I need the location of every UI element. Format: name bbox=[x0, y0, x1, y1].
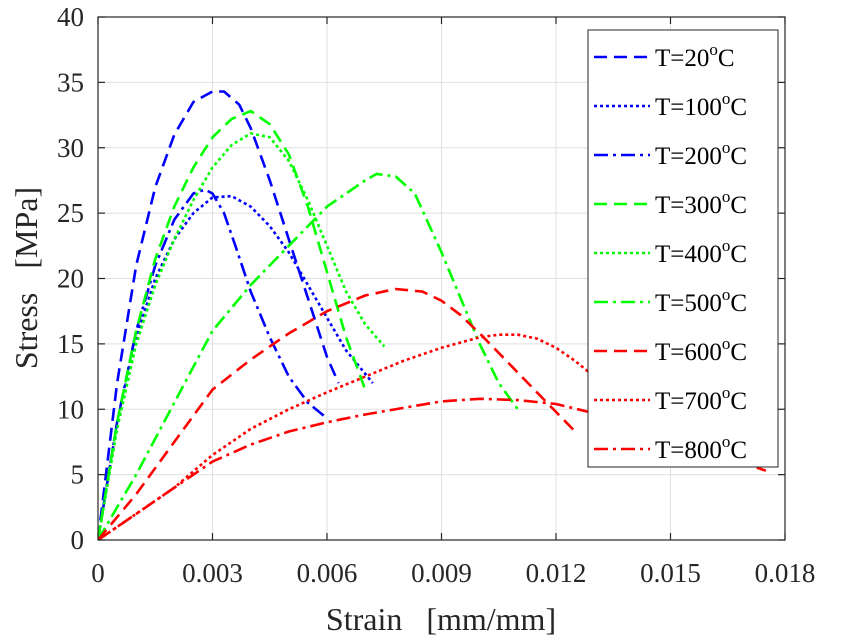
legend-label-suffix: C bbox=[730, 241, 747, 268]
y-tick-label: 25 bbox=[57, 198, 84, 228]
y-axis-label: Stress [MPa] bbox=[8, 187, 44, 369]
x-tick-label: 0.003 bbox=[182, 558, 243, 588]
x-tick-label: 0.015 bbox=[640, 558, 701, 588]
legend-entry-2: T=100oC bbox=[594, 89, 747, 121]
y-tick-label: 35 bbox=[57, 67, 84, 97]
legend-label-suffix: C bbox=[730, 143, 747, 170]
x-tick-label: 0.006 bbox=[297, 558, 358, 588]
legend-label: T=100oC bbox=[655, 89, 747, 121]
series-line-6 bbox=[98, 172, 519, 540]
series-line-4 bbox=[98, 109, 367, 540]
legend-label-degree: o bbox=[722, 285, 731, 304]
legend-label: T=300oC bbox=[655, 187, 747, 219]
legend-box bbox=[587, 29, 779, 468]
y-tick-label: 30 bbox=[57, 133, 84, 163]
legend-label-degree: o bbox=[722, 187, 731, 206]
legend-label-degree: o bbox=[722, 89, 731, 108]
legend-label-degree: o bbox=[722, 236, 731, 255]
legend-label-prefix: T=800 bbox=[655, 437, 722, 464]
legend-label: T=800oC bbox=[655, 432, 747, 464]
legend-label-prefix: T=200 bbox=[655, 143, 722, 170]
series-line-8 bbox=[98, 333, 615, 540]
legend-label: T=200oC bbox=[655, 138, 747, 170]
legend-label-degree: o bbox=[722, 383, 731, 402]
y-tick-label: 10 bbox=[57, 394, 84, 424]
legend-label-suffix: C bbox=[730, 437, 747, 464]
legend-entry-7: T=600oC bbox=[594, 334, 747, 366]
y-tick-label: 40 bbox=[57, 2, 84, 32]
legend: T=20oCT=100oCT=200oCT=300oCT=400oCT=500o… bbox=[587, 29, 779, 468]
y-tick-label: 0 bbox=[71, 525, 85, 555]
legend-label: T=20oC bbox=[655, 40, 735, 72]
x-axis-label: Strain [mm/mm] bbox=[326, 601, 556, 637]
legend-label-suffix: C bbox=[730, 339, 747, 366]
y-tick-labels: 0 5 10 15 20 25 30 35 40 bbox=[57, 2, 84, 555]
legend-label: T=400oC bbox=[655, 236, 747, 268]
x-tick-label: 0.018 bbox=[755, 558, 816, 588]
series-layer bbox=[98, 90, 767, 540]
x-tick-label: 0.012 bbox=[526, 558, 587, 588]
y-tick-label: 5 bbox=[71, 460, 85, 490]
legend-label-prefix: T=20 bbox=[655, 45, 709, 72]
y-tick-label: 20 bbox=[57, 264, 84, 294]
legend-entry-1: T=20oC bbox=[594, 40, 735, 72]
legend-label-suffix: C bbox=[730, 290, 747, 317]
x-tick-label: 0 bbox=[91, 558, 105, 588]
legend-label-suffix: C bbox=[730, 192, 747, 219]
legend-label-prefix: T=700 bbox=[655, 388, 722, 415]
legend-label-degree: o bbox=[722, 138, 731, 157]
legend-label-suffix: C bbox=[718, 45, 735, 72]
series-line-5 bbox=[98, 132, 386, 540]
legend-label-prefix: T=100 bbox=[655, 94, 722, 121]
legend-label: T=500oC bbox=[655, 285, 747, 317]
legend-entry-6: T=500oC bbox=[594, 285, 747, 317]
series-line-1 bbox=[98, 90, 340, 540]
legend-label-prefix: T=600 bbox=[655, 339, 722, 366]
legend-label-degree: o bbox=[709, 40, 718, 59]
legend-label: T=600oC bbox=[655, 334, 747, 366]
legend-entry-9: T=800oC bbox=[594, 432, 747, 464]
legend-label: T=700oC bbox=[655, 383, 747, 415]
legend-entry-8: T=700oC bbox=[594, 383, 747, 415]
legend-label-degree: o bbox=[722, 334, 731, 353]
series-line-9 bbox=[98, 397, 767, 540]
series-line-3 bbox=[98, 188, 328, 540]
y-tick-label: 15 bbox=[57, 329, 84, 359]
legend-label-suffix: C bbox=[730, 94, 747, 121]
legend-label-prefix: T=300 bbox=[655, 192, 722, 219]
legend-label-prefix: T=400 bbox=[655, 241, 722, 268]
legend-label-degree: o bbox=[722, 432, 731, 451]
legend-entry-3: T=200oC bbox=[594, 138, 747, 170]
tick-marks bbox=[97, 16, 786, 541]
x-tick-label: 0.009 bbox=[411, 558, 472, 588]
legend-label-suffix: C bbox=[730, 388, 747, 415]
legend-entry-4: T=300oC bbox=[594, 187, 747, 219]
legend-entry-5: T=400oC bbox=[594, 236, 747, 268]
legend-label-prefix: T=500 bbox=[655, 290, 722, 317]
x-tick-labels: 0 0.003 0.006 0.009 0.012 0.015 0.018 bbox=[91, 558, 815, 588]
